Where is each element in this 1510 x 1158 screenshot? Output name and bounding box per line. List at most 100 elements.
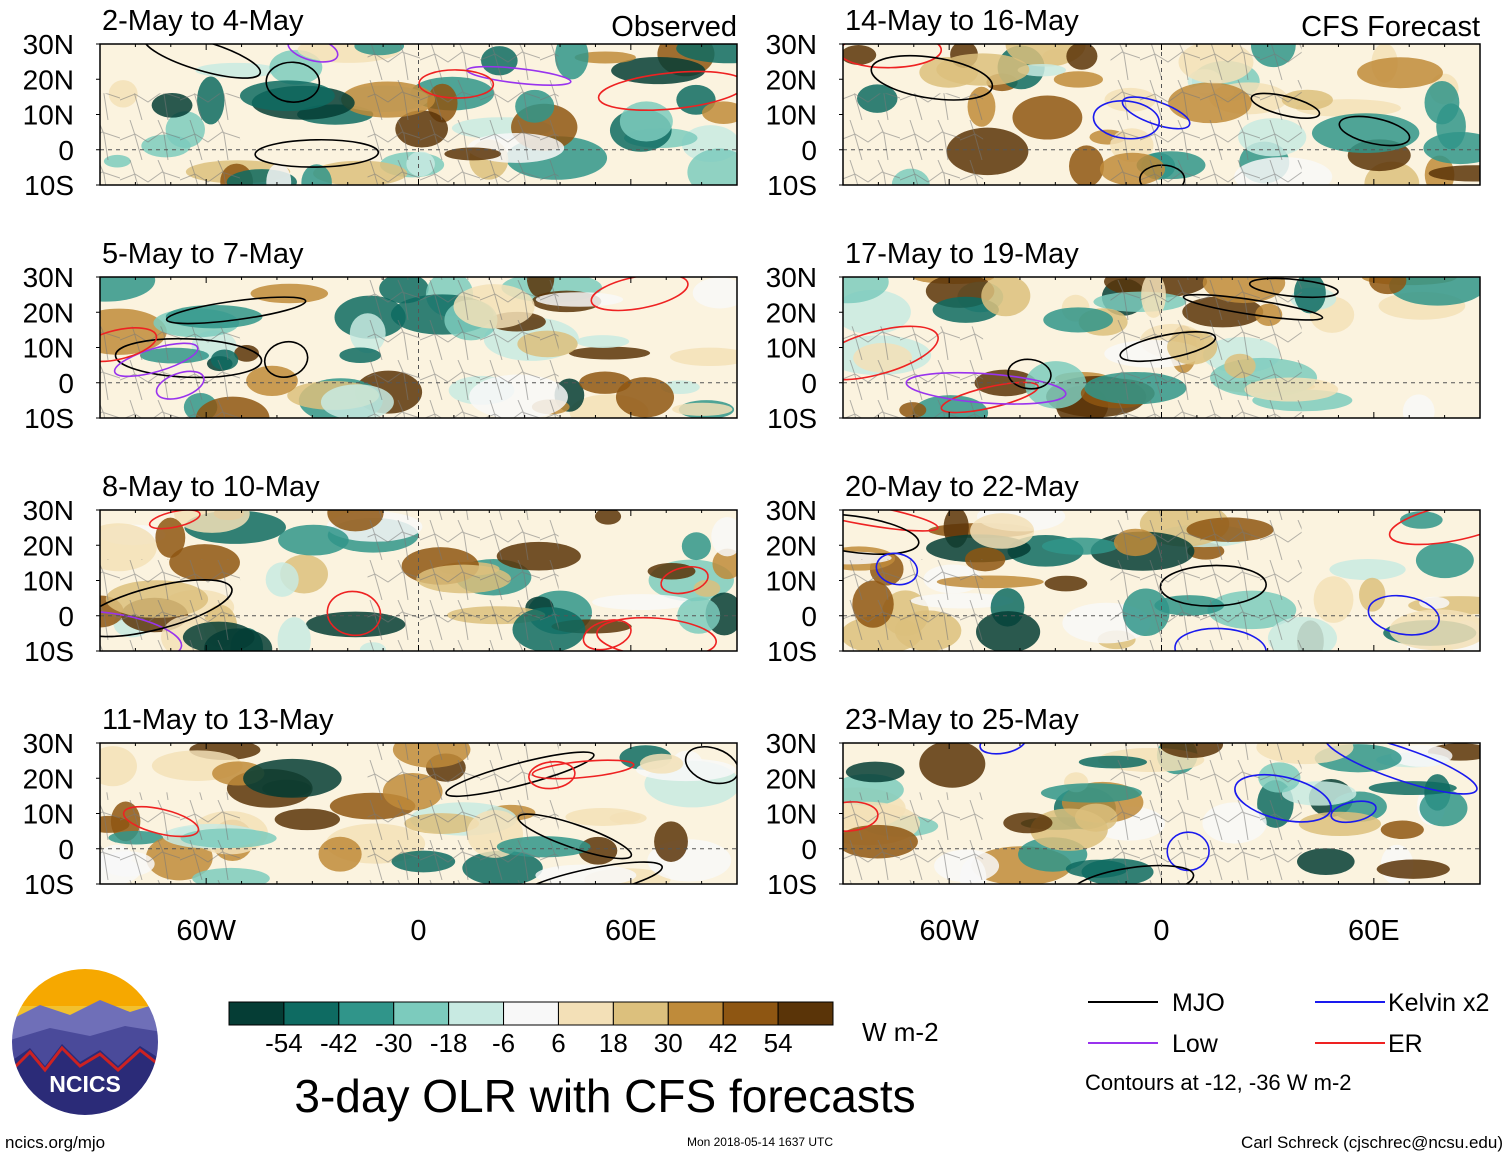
y-tick-label: 20N [23, 297, 74, 328]
olr-anomaly-cell [174, 510, 250, 533]
colorbar-segment [722, 1001, 779, 1026]
olr-anomaly-cell [274, 808, 341, 831]
olr-anomaly-cell [681, 532, 711, 561]
america-outline [843, 559, 984, 651]
mjo-contour [265, 61, 321, 103]
low-contour [155, 370, 205, 400]
olr-anomaly-cell [845, 761, 905, 783]
colorbar-segment [612, 1001, 669, 1026]
panel-7: 30N 20N 10N 0 10S 20-May to 22-May [766, 471, 1481, 667]
america-outline [100, 93, 241, 185]
olr-anomaly-cell [976, 611, 1041, 651]
er-contour [531, 759, 635, 780]
low-contour [905, 371, 1067, 405]
olr-anomaly-cell [246, 365, 298, 396]
olr-anomaly-cell [1357, 57, 1443, 89]
mjo-contour [165, 296, 307, 325]
olr-anomaly-cell [576, 335, 630, 348]
olr-anomaly-cell [711, 516, 737, 557]
colorbar: -54 -42 -30 -18 -6 6 18 30 42 54 [228, 1001, 834, 1058]
kelvin-contour [875, 552, 919, 586]
y-tick-label: 0 [58, 368, 74, 399]
credit: Carl Schreck (cjschrec@ncsu.edu) [1241, 1133, 1503, 1152]
er-contour [418, 69, 495, 99]
y-tick-label: 10N [23, 566, 74, 597]
olr-anomaly-cell [1298, 811, 1382, 837]
colorbar-segment [338, 1001, 395, 1026]
x-tick-label: 60W [919, 915, 979, 947]
panel-badge: Observed [611, 11, 737, 43]
mjo-contour [1119, 331, 1217, 363]
olr-anomaly-cell [195, 62, 278, 78]
olr-anomaly-cell [266, 163, 292, 185]
olr-anomaly-cell [1423, 132, 1480, 165]
mjo-contour [100, 579, 233, 638]
y-tick-label: 10S [767, 636, 817, 667]
olr-anomaly-cell [239, 80, 335, 112]
olr-anomaly-cell [669, 347, 737, 367]
olr-anomaly-cell [301, 164, 332, 185]
er-contour [326, 590, 382, 637]
source-link[interactable]: ncics.org/mjo [5, 1133, 105, 1152]
olr-anomaly-cell [594, 510, 622, 525]
er-contour [843, 325, 939, 381]
olr-anomaly-cell [936, 53, 1030, 86]
y-tick-label: 10S [24, 636, 74, 667]
olr-anomaly-cell [1389, 277, 1480, 306]
legend-label: Low [1172, 1030, 1219, 1058]
y-tick-label: 10S [24, 403, 74, 434]
olr-anomaly-cell [1368, 781, 1457, 796]
mjo-contour [1250, 92, 1321, 120]
er-contour [122, 805, 200, 838]
kelvin-contour [1324, 743, 1478, 795]
olr-anomaly-cell [243, 758, 342, 798]
panel-title: 8-May to 10-May [102, 471, 320, 503]
olr-anomaly-cell [1003, 812, 1053, 834]
olr-anomaly-cell [1297, 848, 1355, 876]
kelvin-contour [1234, 773, 1332, 823]
olr-anomaly-cell [693, 579, 721, 597]
panel-title: 11-May to 13-May [102, 704, 334, 736]
olr-anomaly-cell [676, 44, 737, 64]
ncics-logo: NCICS [10, 967, 160, 1117]
y-tick-label: 0 [801, 834, 817, 865]
y-tick-label: 0 [58, 834, 74, 865]
er-contour [1388, 510, 1480, 546]
panel-8: 30N 20N 10N 0 10S 23-May to 25-May [766, 704, 1481, 900]
er-contour [590, 277, 689, 312]
olr-anomaly-cell [574, 51, 636, 64]
olr-anomaly-cell [234, 344, 260, 362]
olr-anomaly-cell [932, 296, 999, 323]
legend-label: MJO [1172, 989, 1225, 1017]
mjo-contour [254, 138, 380, 168]
y-tick-label: 0 [801, 368, 817, 399]
olr-anomaly-cell [619, 101, 673, 142]
panel-5: 30N 20N 10N 0 10S 14-May to 16-May CFS Forecas… [766, 5, 1481, 201]
y-tick-label: 30N [23, 29, 74, 60]
panel-1: 30N 20N 10N 0 10S 2-May to 4-May Observed [23, 5, 738, 201]
olr-anomaly-cell [1389, 609, 1480, 651]
y-tick-label: 10S [24, 170, 74, 201]
er-contour [100, 327, 158, 363]
america-outline [843, 93, 984, 185]
x-tick-label: 0 [1153, 915, 1169, 947]
africa-outline [367, 510, 559, 651]
olr-anomaly-cell [1012, 95, 1083, 140]
olr-anomaly-cell [1017, 63, 1066, 77]
olr-anomaly-cell [278, 524, 349, 556]
y-tick-label: 10N [766, 566, 817, 597]
low-contour [100, 610, 183, 651]
mjo-contour [1139, 164, 1186, 185]
y-tick-label: 30N [766, 262, 817, 293]
olr-anomaly-cell [712, 548, 737, 580]
olr-anomaly-cell [1415, 542, 1474, 579]
olr-anomaly-cell [1419, 789, 1468, 827]
y-tick-label: 30N [23, 728, 74, 759]
mjo-contour [1248, 277, 1339, 299]
er-contour [528, 760, 576, 790]
olr-anomaly-cell [701, 101, 737, 124]
er-contour [660, 566, 709, 595]
olr-anomaly-cell [100, 277, 156, 302]
olr-anomaly-cell [970, 513, 1035, 549]
